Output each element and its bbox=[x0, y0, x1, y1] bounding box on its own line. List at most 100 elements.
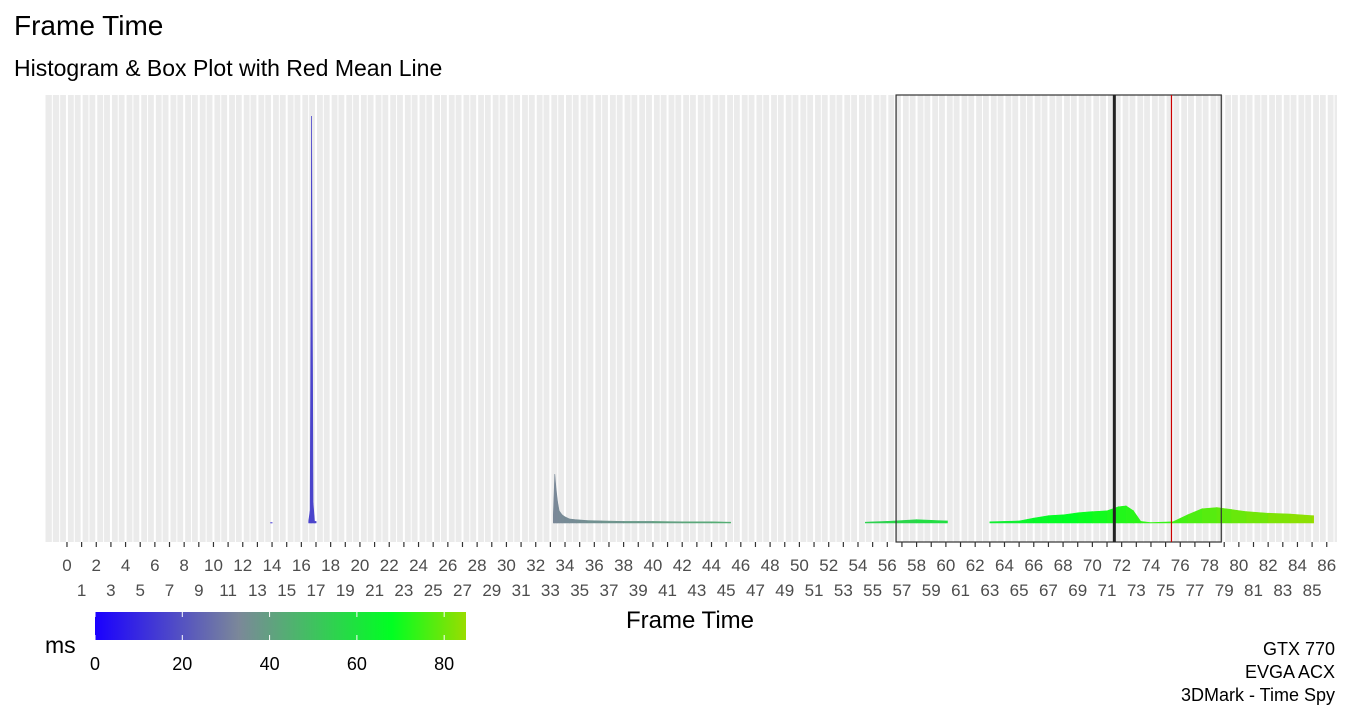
x-tick-label: 75 bbox=[1156, 581, 1175, 600]
x-tick-label: 8 bbox=[179, 556, 188, 575]
x-tick-label: 21 bbox=[365, 581, 384, 600]
x-tick-label: 78 bbox=[1200, 556, 1219, 575]
x-tick-label: 36 bbox=[585, 556, 604, 575]
x-axis-label: Frame Time bbox=[626, 607, 754, 634]
box-plot bbox=[895, 94, 1222, 543]
histogram-bar bbox=[1092, 510, 1108, 524]
x-tick-label: 61 bbox=[951, 581, 970, 600]
caption-gpu: GTX 770 bbox=[1262, 639, 1335, 659]
x-tick-label: 85 bbox=[1303, 581, 1322, 600]
histogram-bar bbox=[623, 521, 654, 524]
histogram-bar bbox=[586, 520, 602, 524]
histogram-bar bbox=[1231, 509, 1247, 524]
x-tick-label: 84 bbox=[1288, 556, 1307, 575]
x-tick-label: 74 bbox=[1142, 556, 1161, 575]
x-tick-label: 65 bbox=[1010, 581, 1029, 600]
x-tick-label: 52 bbox=[819, 556, 838, 575]
x-tick-label: 31 bbox=[512, 581, 531, 600]
x-tick-label: 16 bbox=[292, 556, 311, 575]
histogram-bar bbox=[601, 520, 624, 524]
x-tick-label: 14 bbox=[263, 556, 282, 575]
x-tick-label: 64 bbox=[995, 556, 1014, 575]
x-tick-label: 49 bbox=[775, 581, 794, 600]
histogram-bar bbox=[1216, 507, 1232, 524]
x-tick-label: 20 bbox=[350, 556, 369, 575]
x-tick-label: 23 bbox=[394, 581, 413, 600]
x-axis: 0123456789101112131415161718192021222324… bbox=[62, 542, 1336, 600]
x-tick-label: 50 bbox=[790, 556, 809, 575]
x-tick-label: 57 bbox=[892, 581, 911, 600]
x-tick-label: 68 bbox=[1054, 556, 1073, 575]
x-tick-label: 35 bbox=[570, 581, 589, 600]
histogram-bar bbox=[1062, 512, 1079, 524]
x-tick-label: 45 bbox=[717, 581, 736, 600]
x-tick-label: 62 bbox=[966, 556, 985, 575]
x-tick-label: 46 bbox=[731, 556, 750, 575]
caption-card: EVGA ACX bbox=[1244, 662, 1335, 682]
x-tick-label: 33 bbox=[541, 581, 560, 600]
histogram-bar bbox=[576, 519, 588, 524]
x-tick-label: 6 bbox=[150, 556, 159, 575]
x-tick-label: 26 bbox=[438, 556, 457, 575]
x-tick-label: 47 bbox=[746, 581, 765, 600]
color-legend: 0 20 40 60 80 bbox=[90, 612, 466, 674]
x-tick-label: 19 bbox=[336, 581, 355, 600]
x-tick-label: 34 bbox=[556, 556, 575, 575]
x-tick-label: 77 bbox=[1185, 581, 1204, 600]
x-tick-label: 9 bbox=[194, 581, 203, 600]
legend-tick-label: 20 bbox=[172, 654, 192, 674]
x-tick-label: 38 bbox=[614, 556, 633, 575]
x-tick-label: 4 bbox=[121, 556, 130, 575]
histogram-bar bbox=[1311, 515, 1314, 524]
histogram-bar bbox=[1245, 511, 1269, 524]
x-tick-label: 43 bbox=[687, 581, 706, 600]
x-tick-label: 71 bbox=[1098, 581, 1117, 600]
x-tick-label: 63 bbox=[980, 581, 999, 600]
histogram-bars bbox=[270, 115, 1314, 524]
x-tick-label: 17 bbox=[307, 581, 326, 600]
x-tick-label: 67 bbox=[1039, 581, 1058, 600]
x-tick-label: 37 bbox=[600, 581, 619, 600]
x-tick-label: 7 bbox=[165, 581, 174, 600]
x-tick-label: 70 bbox=[1083, 556, 1102, 575]
x-tick-label: 51 bbox=[805, 581, 824, 600]
x-tick-label: 53 bbox=[834, 581, 853, 600]
x-tick-label: 32 bbox=[526, 556, 545, 575]
histogram-bar bbox=[1118, 505, 1127, 524]
caption: GTX 770 EVGA ACX 3DMark - Time Spy bbox=[1181, 638, 1335, 707]
x-tick-label: 22 bbox=[380, 556, 399, 575]
box-iqr bbox=[895, 94, 1222, 543]
x-tick-label: 30 bbox=[497, 556, 516, 575]
legend-colorbar bbox=[95, 612, 466, 640]
x-tick-label: 42 bbox=[673, 556, 692, 575]
legend-tick-label: 60 bbox=[347, 654, 367, 674]
x-tick-label: 0 bbox=[62, 556, 71, 575]
histogram-bar bbox=[711, 521, 730, 524]
x-tick-label: 48 bbox=[761, 556, 780, 575]
x-tick-label: 82 bbox=[1259, 556, 1278, 575]
x-tick-label: 79 bbox=[1215, 581, 1234, 600]
legend-tick-label: 80 bbox=[434, 654, 454, 674]
legend-tick-label: 40 bbox=[260, 654, 280, 674]
histogram-bar bbox=[1267, 512, 1291, 524]
x-tick-label: 44 bbox=[702, 556, 721, 575]
x-tick-label: 29 bbox=[482, 581, 501, 600]
x-tick-label: 60 bbox=[936, 556, 955, 575]
x-tick-label: 25 bbox=[424, 581, 443, 600]
x-tick-label: 58 bbox=[907, 556, 926, 575]
histogram-bar bbox=[1048, 514, 1064, 524]
x-tick-label: 24 bbox=[409, 556, 428, 575]
histogram-bar bbox=[569, 518, 578, 524]
x-tick-label: 72 bbox=[1112, 556, 1131, 575]
x-tick-label: 27 bbox=[453, 581, 472, 600]
histogram-bar bbox=[652, 521, 683, 524]
x-tick-label: 56 bbox=[878, 556, 897, 575]
x-tick-label: 66 bbox=[1024, 556, 1043, 575]
histogram-bar bbox=[314, 521, 317, 524]
x-tick-label: 39 bbox=[629, 581, 648, 600]
x-tick-label: 18 bbox=[321, 556, 340, 575]
histogram-bar bbox=[1077, 511, 1093, 524]
x-tick-label: 83 bbox=[1273, 581, 1292, 600]
x-tick-label: 73 bbox=[1127, 581, 1146, 600]
